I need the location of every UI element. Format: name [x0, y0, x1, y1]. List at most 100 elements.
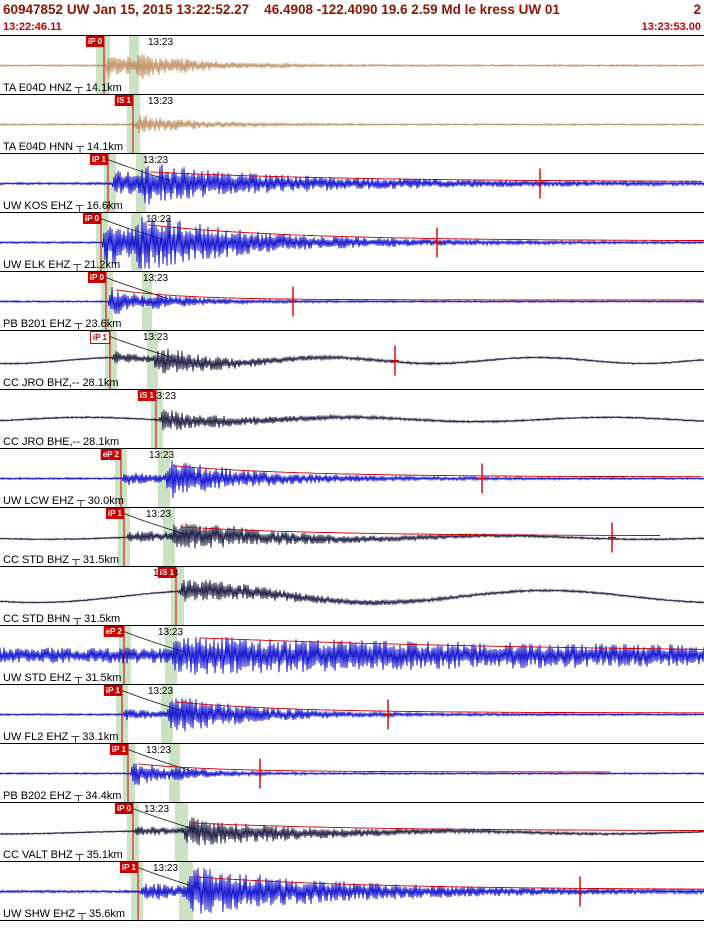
seismogram-trace: [0, 164, 704, 205]
pick-window-band: [96, 36, 110, 94]
phase-pick-label[interactable]: iS 1: [114, 95, 133, 106]
time-tick-label: 13:23: [146, 509, 172, 520]
trace-row[interactable]: iP 0 13:23 UW ELK EHZ ┬ 21.2km: [0, 213, 704, 272]
coda-duration-marker[interactable]: [536, 168, 544, 199]
seismogram-trace: [0, 523, 704, 549]
phase-pick-label[interactable]: iP 1: [105, 508, 124, 519]
seismogram-trace: [0, 287, 704, 314]
coda-decay-envelope: [199, 637, 704, 650]
coda-duration-marker[interactable]: [433, 227, 441, 258]
trace-row[interactable]: iP 0 13:23 TA E04D HNZ ┬ 14.1km: [0, 36, 704, 95]
trace-row[interactable]: iS 1 13:23 TA E04D HNN ┬ 14.1km: [0, 95, 704, 154]
trace-row[interactable]: iP 1 13:23 CC STD BHZ ┬ 31.5km: [0, 508, 704, 567]
trace-row[interactable]: iP 1 13:23 UW SHW EHZ ┬ 35.6km: [0, 862, 704, 921]
waveform-canvas: [0, 331, 704, 389]
event-summary-text: 60947852 UW Jan 15, 2015 13:22:52.27 46.…: [3, 1, 560, 17]
station-label: UW FL2 EHZ ┬ 33.1km: [3, 731, 119, 743]
waveform-canvas: [0, 626, 704, 684]
trace-row[interactable]: eP 2 13:23 UW LCW EHZ ┬ 30.0km: [0, 449, 704, 508]
time-tick-label: 13:23: [148, 37, 174, 48]
time-tick-label: 13:23: [143, 273, 169, 284]
time-tick-label: 13:23: [146, 214, 172, 225]
station-label: UW LCW EHZ ┬ 30.0km: [3, 495, 124, 507]
phase-pick-label[interactable]: eP 2: [103, 626, 124, 637]
coda-duration-marker[interactable]: [384, 699, 392, 730]
phase-pick-label[interactable]: iP 0: [114, 803, 133, 814]
pick-window-band: [171, 567, 184, 625]
waveform-canvas: [0, 862, 704, 920]
station-label: UW KOS EHZ ┬ 16.6km: [3, 200, 123, 212]
trace-row[interactable]: iP 0 13:23 CC VALT BHZ ┬ 35.1km: [0, 803, 704, 862]
trace-row[interactable]: eP 2 13:23 UW STD EHZ ┬ 31.5km: [0, 626, 704, 685]
seismogram-trace: [0, 114, 704, 134]
time-tick-label: 13:23: [149, 450, 175, 461]
waveform-canvas: [0, 567, 704, 625]
waveform-canvas: [0, 449, 704, 507]
trace-row[interactable]: iP 0 13:23 PB B201 EHZ ┬ 23.6km: [0, 272, 704, 331]
waveform-canvas: [0, 508, 704, 566]
phase-pick-label[interactable]: eP 2: [100, 449, 121, 460]
phase-pick-label[interactable]: iP 1: [109, 744, 128, 755]
waveform-canvas: [0, 213, 704, 271]
station-label: CC JRO BHZ,-- 28.1km: [3, 377, 119, 389]
phase-pick-label[interactable]: iP 1: [119, 862, 138, 873]
coda-duration-marker[interactable]: [289, 286, 297, 317]
time-tick-label: 13:23: [151, 391, 177, 402]
time-tick-label: 13:23: [148, 686, 174, 697]
station-label: PB B202 EHZ ┬ 34.4km: [3, 790, 122, 802]
trace-row[interactable]: iP 1 13:23 CC JRO BHZ,-- 28.1km: [0, 331, 704, 390]
trace-row[interactable]: iP 1 13:23 UW FL2 EHZ ┬ 33.1km: [0, 685, 704, 744]
pick-window-band: [151, 390, 163, 448]
coda-decay-envelope: [175, 701, 704, 714]
phase-pick-label[interactable]: iS 1: [157, 567, 176, 578]
pick-window-band: [105, 331, 117, 389]
time-tick-label: 13:23: [148, 96, 174, 107]
phase-pick-label[interactable]: iP 1: [89, 331, 110, 344]
time-tick-label: 13:23: [144, 804, 170, 815]
station-label: TA E04D HNN ┬ 14.1km: [3, 141, 124, 153]
time-tick-label: 13:23: [143, 155, 169, 166]
coda-decay-envelope: [179, 526, 660, 536]
waveform-canvas: [0, 744, 704, 802]
pick-window-band: [158, 449, 170, 507]
window-end-time: 13:23:53.00: [641, 20, 701, 33]
coda-decay-envelope: [149, 171, 702, 182]
station-label: CC STD BHZ ┬ 31.5km: [3, 554, 119, 566]
coda-decay-envelope: [191, 822, 704, 831]
time-tick-label: 13:23: [143, 332, 169, 343]
coda-decay-envelope: [147, 224, 704, 241]
pick-window-band: [131, 862, 143, 920]
event-count-flag: 2: [693, 1, 701, 17]
phase-pick-label[interactable]: iS 1: [137, 390, 156, 401]
seismogram-trace: [0, 579, 704, 607]
seismogram-trace: [0, 409, 704, 431]
pick-window-band: [123, 744, 135, 802]
phase-pick-label[interactable]: iP 0: [82, 213, 101, 224]
seismogram-trace: [0, 636, 704, 675]
coda-duration-marker[interactable]: [608, 522, 616, 553]
phase-pick-label[interactable]: iP 0: [87, 272, 106, 283]
trace-row[interactable]: iS 1 13:23 CC STD BHN ┬ 31.5km: [0, 567, 704, 626]
trace-row[interactable]: iP 1 13:23 PB B202 EHZ ┬ 34.4km: [0, 744, 704, 803]
phase-pick-label[interactable]: iP 1: [103, 685, 122, 696]
coda-decay-envelope: [195, 876, 704, 890]
coda-duration-marker[interactable]: [256, 758, 264, 789]
time-tick-label: 13:23: [158, 627, 184, 638]
pick-window-band: [142, 272, 152, 330]
phase-pick-label[interactable]: iP 1: [89, 154, 108, 165]
phase-pick-label[interactable]: iP 0: [85, 36, 104, 47]
trace-row[interactable]: iS 1 13:23 CC JRO BHE,-- 28.1km: [0, 390, 704, 449]
event-header: 60947852 UW Jan 15, 2015 13:22:52.27 46.…: [0, 0, 704, 18]
coda-duration-marker[interactable]: [391, 345, 399, 376]
station-label: CC STD BHN ┬ 31.5km: [3, 613, 121, 625]
seismogram-trace: [0, 698, 704, 732]
coda-duration-marker[interactable]: [576, 876, 584, 907]
coda-decay-envelope: [173, 465, 702, 478]
seismogram-trace: [0, 867, 704, 914]
trace-row[interactable]: iP 1 13:23 UW KOS EHZ ┬ 16.6km: [0, 154, 704, 213]
seismogram-trace: [0, 817, 704, 846]
seismogram-trace: [0, 216, 704, 269]
station-label: PB B201 EHZ ┬ 23.6km: [3, 318, 122, 330]
coda-duration-marker[interactable]: [478, 463, 486, 494]
waveform-canvas: [0, 803, 704, 861]
